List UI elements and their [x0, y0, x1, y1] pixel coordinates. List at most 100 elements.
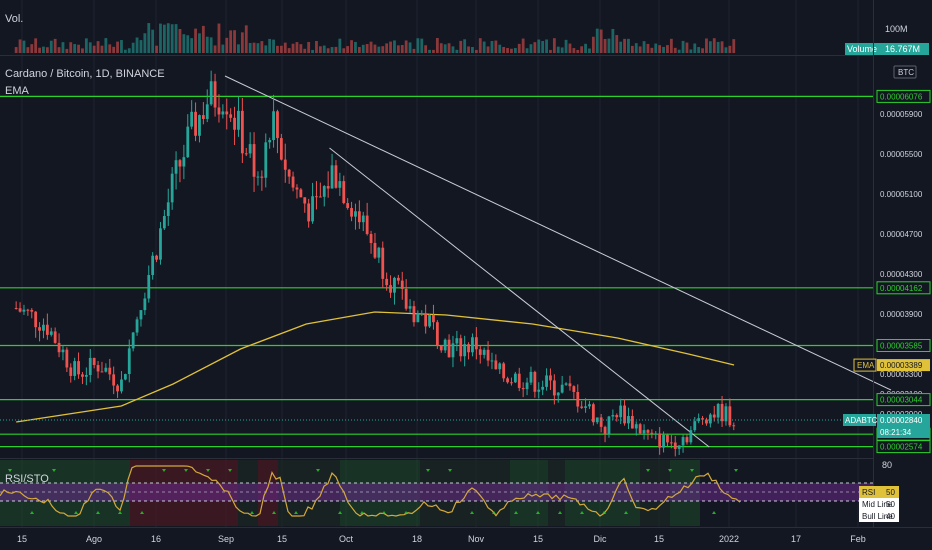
volume-bar: [69, 42, 73, 53]
volume-bar: [307, 41, 311, 53]
candle-body: [342, 181, 346, 204]
volume-bar: [14, 47, 18, 53]
candle-body: [260, 176, 264, 178]
price-tick-6: 0.00003900: [880, 310, 923, 319]
time-tick-8: 15: [533, 534, 543, 544]
rsi-mark: [272, 511, 276, 514]
candle-body: [307, 203, 311, 222]
volume-bar: [634, 43, 638, 53]
volume-bar: [424, 45, 428, 53]
rsi-band: [0, 483, 873, 501]
rsi-legend-value-2: 40: [886, 512, 895, 521]
volume-bar: [408, 42, 412, 53]
volume-bar: [155, 45, 158, 53]
volume-bar: [439, 43, 443, 53]
volume-bar: [701, 48, 704, 53]
rsi-mark: [558, 511, 562, 514]
candle-body: [252, 144, 256, 177]
volume-bar: [81, 48, 84, 53]
candle-body: [61, 349, 65, 353]
volume-bar: [455, 49, 459, 53]
time-tick-10: 15: [654, 534, 664, 544]
candle-body: [584, 406, 587, 408]
rsi-mark: [536, 511, 540, 514]
rsi-mark: [228, 469, 232, 472]
rsi-mark: [646, 469, 650, 472]
rsi-mark: [382, 511, 386, 514]
volume-bar: [627, 38, 630, 53]
volume-bar: [478, 38, 482, 53]
candle-body: [116, 385, 119, 392]
candle-body: [389, 285, 392, 293]
volume-bar: [61, 42, 65, 53]
candle-body: [159, 228, 162, 260]
volume-bar: [396, 45, 400, 53]
candle-body: [385, 278, 389, 286]
candle-body: [533, 371, 537, 392]
last-price-badge: ADABTC 0.00002840 08:21:34: [843, 414, 930, 438]
candle-body: [279, 138, 283, 160]
trend-line-0: [224, 75, 892, 391]
candle-body: [580, 406, 584, 408]
price-tick-1: 0.00005900: [880, 110, 923, 119]
candle-body: [439, 345, 443, 351]
candle-body: [638, 424, 642, 434]
candle-body: [186, 126, 190, 158]
volume-bar: [30, 44, 34, 53]
volume-bar: [233, 30, 236, 53]
candle-body: [18, 308, 22, 312]
volume-bar: [330, 47, 334, 53]
candle-body: [611, 415, 615, 417]
level-badge-2: 0.00003585: [880, 342, 923, 351]
volume-bar: [326, 48, 330, 53]
volume-bar: [642, 41, 646, 53]
volume-bar: [260, 41, 264, 53]
candle-body: [697, 418, 701, 422]
candle-body: [287, 169, 291, 177]
volume-bar: [268, 38, 272, 53]
candle-body: [724, 406, 728, 422]
candle-body: [65, 349, 69, 368]
time-tick-6: 18: [412, 534, 422, 544]
volume-bar: [599, 29, 603, 53]
volume-bar: [584, 43, 587, 53]
trend-line-1: [329, 147, 710, 448]
volume-bar: [123, 49, 127, 53]
time-tick-5: Oct: [339, 534, 354, 544]
candle-body: [237, 110, 240, 130]
candle-body: [627, 416, 630, 424]
rsi-mark: [668, 469, 672, 472]
volume-bar: [346, 46, 350, 53]
volume-bar: [170, 24, 174, 53]
candle-body: [174, 160, 178, 174]
candle-body: [295, 187, 299, 190]
volume-bar: [209, 37, 213, 53]
time-axis-ticks: 15 Ago 16 Sep 15 Oct 18 Nov 15 Dic 15 2022 17 Feb: [17, 534, 866, 544]
candle-body: [330, 165, 334, 189]
ema-badge-label: EMA: [857, 361, 875, 370]
volume-bar: [435, 38, 439, 53]
rsi-mark: [206, 469, 210, 472]
candle-body: [510, 382, 513, 384]
candle-body: [244, 153, 248, 155]
candle-body: [712, 414, 716, 418]
ema-badge-value: 0.00003389: [880, 361, 923, 370]
volume-bar: [529, 44, 533, 53]
volume-bar: [287, 48, 291, 53]
volume-bar: [513, 48, 517, 53]
volume-bar: [88, 42, 92, 53]
candle-body: [57, 342, 61, 353]
volume-bar: [412, 48, 416, 53]
candle-body: [311, 196, 314, 222]
candle-body: [428, 314, 431, 327]
candle-body: [517, 373, 521, 388]
candle-body: [131, 332, 135, 349]
volume-bar: [276, 45, 279, 53]
price-tick-4: 0.00004700: [880, 230, 923, 239]
volume-bar: [564, 39, 568, 53]
candle-body: [502, 363, 506, 379]
volume-bar: [26, 47, 30, 53]
volume-bar: [541, 40, 545, 53]
candle-body: [708, 414, 712, 424]
candle-body: [537, 389, 541, 392]
